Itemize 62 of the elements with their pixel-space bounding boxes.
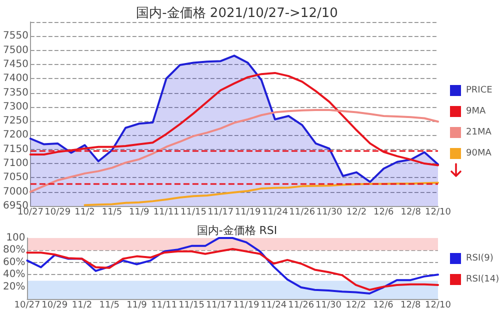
y-tick-label: 7250 bbox=[2, 116, 28, 127]
legend-label: RSI(14) bbox=[466, 274, 500, 284]
legend-label: 21MA bbox=[466, 128, 492, 138]
y-tick-label: 7450 bbox=[2, 58, 28, 70]
x-tick-label: 11/26 bbox=[288, 300, 314, 310]
y-tick-label: 60% bbox=[2, 256, 26, 268]
legend-label: 9MA bbox=[466, 106, 486, 116]
y-tick-label: 7150 bbox=[2, 144, 28, 155]
x-tick-label: 12/8 bbox=[400, 300, 421, 310]
x-tick-label: 12/6 bbox=[374, 208, 394, 218]
chart-title: 国内-金価格 2021/10/27->12/10 bbox=[136, 6, 338, 21]
legend-label: RSI(9) bbox=[466, 254, 494, 264]
y-tick-label: 20% bbox=[2, 281, 26, 292]
x-tick-label: 11/11 bbox=[153, 208, 180, 218]
x-tick-label: 12/6 bbox=[373, 300, 394, 310]
x-tick-label: 12/10 bbox=[425, 300, 452, 310]
x-tick-label: 11/15 bbox=[180, 208, 206, 218]
y-tick-label: 7400 bbox=[2, 73, 28, 84]
x-tick-label: 12/10 bbox=[425, 208, 452, 218]
x-tick-label: 11/15 bbox=[178, 300, 205, 310]
y-tick-label: 7500 bbox=[2, 44, 28, 56]
x-tick-label: 11/5 bbox=[102, 208, 122, 218]
line-series bbox=[26, 248, 439, 291]
x-tick-label: 10/27 bbox=[17, 208, 44, 218]
x-tick-label: 11/9 bbox=[126, 300, 148, 310]
y-tick-label: 80% bbox=[2, 244, 26, 256]
y-tick-label: 7550 bbox=[2, 30, 28, 42]
x-tick-label: 11/30 bbox=[316, 208, 343, 218]
y-tick-label: 7100 bbox=[2, 158, 28, 170]
x-tick-label: 11/5 bbox=[99, 300, 120, 310]
y-tick-label: 40% bbox=[2, 269, 26, 280]
line-series bbox=[26, 237, 439, 295]
x-tick-label: 11/30 bbox=[315, 300, 342, 310]
x-tick-label: 10/27 bbox=[14, 300, 40, 310]
chart-title: 国内-金価格 RSI bbox=[196, 224, 278, 237]
x-tick-label: 12/8 bbox=[400, 208, 422, 218]
y-tick-label: 7200 bbox=[2, 130, 28, 141]
line-series bbox=[29, 109, 439, 193]
x-tick-label: 11/2 bbox=[74, 208, 95, 218]
line-series bbox=[29, 72, 439, 166]
y-tick-label: 7050 bbox=[2, 172, 28, 184]
x-tick-label: 10/29 bbox=[42, 300, 68, 310]
y-tick-label: 7000 bbox=[2, 186, 28, 198]
x-tick-label: 11/24 bbox=[260, 300, 287, 310]
x-tick-label: 12/2 bbox=[346, 300, 366, 310]
y-tick-label: 100 bbox=[6, 232, 26, 244]
x-tick-label: 11/19 bbox=[233, 300, 260, 310]
x-tick-label: 11/19 bbox=[234, 208, 262, 218]
legend-label: PRICE bbox=[466, 86, 493, 96]
x-tick-label: 12/2 bbox=[346, 208, 367, 218]
x-tick-label: 11/2 bbox=[72, 300, 92, 310]
x-tick-label: 11/17 bbox=[208, 208, 234, 218]
x-tick-label: 11/26 bbox=[289, 208, 316, 218]
x-tick-label: 10/29 bbox=[44, 208, 71, 218]
x-tick-label: 11/24 bbox=[262, 208, 288, 218]
line-series bbox=[84, 182, 439, 206]
x-tick-label: 11/17 bbox=[206, 300, 232, 310]
y-tick-label: 7300 bbox=[2, 101, 28, 112]
legend-label: 90MA bbox=[466, 148, 492, 158]
x-tick-label: 11/11 bbox=[151, 300, 178, 310]
y-tick-label: 7350 bbox=[2, 87, 28, 98]
x-tick-label: 11/9 bbox=[129, 208, 150, 218]
